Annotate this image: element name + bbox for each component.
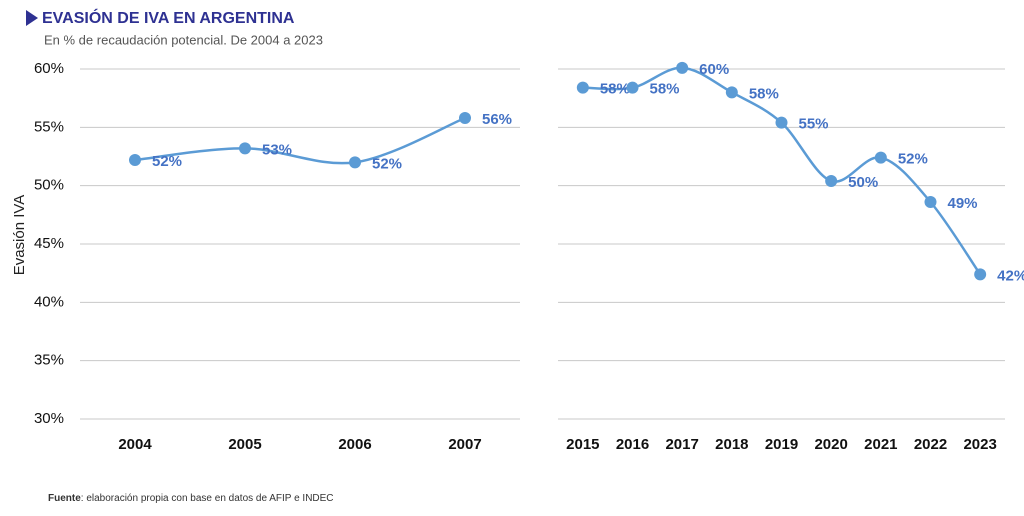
y-axis-label: Evasión IVA	[11, 195, 28, 276]
value-label: 58%	[749, 85, 779, 102]
y-tick-label: 35%	[34, 352, 64, 369]
x-tick-label: 2023	[963, 436, 996, 453]
x-tick-label: 2005	[228, 436, 261, 453]
y-tick-label: 50%	[34, 177, 64, 194]
point	[825, 175, 838, 187]
point	[775, 116, 788, 129]
value-label: 52%	[152, 153, 182, 170]
point	[725, 86, 738, 99]
x-tick-label: 2018	[715, 436, 748, 453]
x-tick-label: 2015	[566, 436, 599, 453]
y-tick-label: 30%	[34, 410, 64, 427]
x-tick-label: 2022	[914, 436, 947, 453]
y-tick-label: 55%	[34, 118, 64, 135]
point	[239, 142, 251, 155]
x-tick-label: 2007	[448, 436, 481, 453]
x-tick-label: 2019	[765, 436, 798, 453]
chart-title: EVASIÓN DE IVA EN ARGENTINA	[42, 8, 295, 27]
value-label: 52%	[898, 151, 928, 168]
point	[129, 154, 141, 166]
value-label: 58%	[600, 81, 630, 98]
x-tick-label: 2004	[118, 436, 152, 453]
y-tick-label: 60%	[34, 60, 64, 77]
point	[576, 81, 589, 94]
x-tick-label: 2006	[338, 436, 371, 453]
point	[874, 151, 887, 164]
y-tick-label: 40%	[34, 293, 64, 310]
chart-subtitle: En % de recaudación potencial. De 2004 a…	[44, 32, 323, 47]
x-tick-label: 2017	[665, 436, 698, 453]
point	[676, 61, 689, 74]
source: Fuente: elaboración propia con base en d…	[48, 493, 334, 504]
title-marker	[26, 10, 38, 26]
source-label: Fuente	[48, 493, 81, 504]
source-text: : elaboración propia con base en datos d…	[81, 493, 334, 504]
value-label: 60%	[699, 61, 729, 78]
value-label: 50%	[848, 174, 878, 191]
x-tick-label: 2020	[814, 436, 847, 453]
line	[582, 66, 982, 276]
value-label: 53%	[262, 141, 292, 158]
value-label: 56%	[482, 111, 512, 128]
value-label: 52%	[372, 155, 402, 172]
line	[134, 116, 466, 165]
point	[459, 112, 471, 124]
point	[974, 268, 987, 281]
value-label: 55%	[799, 116, 829, 133]
value-label: 49%	[948, 195, 978, 212]
point	[626, 81, 639, 94]
y-tick-label: 45%	[34, 235, 64, 252]
x-tick-label: 2021	[864, 436, 897, 453]
point	[349, 156, 361, 169]
value-label: 58%	[650, 81, 680, 98]
x-tick-label: 2016	[616, 436, 649, 453]
value-label: 42%	[997, 267, 1024, 284]
point	[924, 196, 937, 208]
